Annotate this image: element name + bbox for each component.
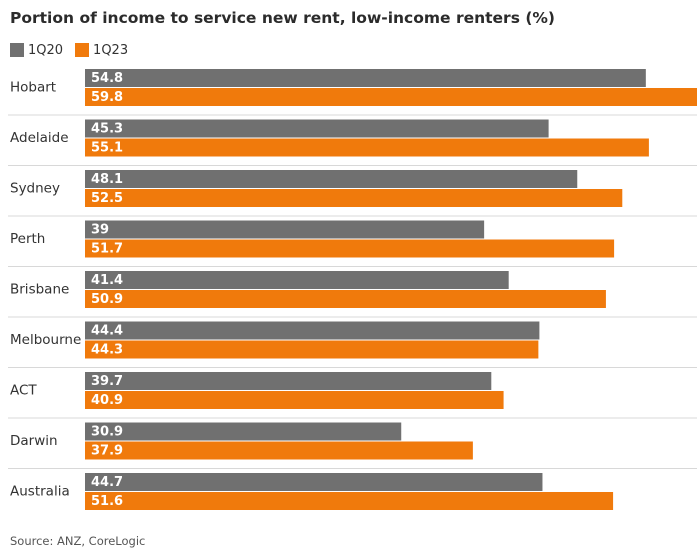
bar-act-1q20 bbox=[85, 372, 492, 390]
bar-perth-1q23 bbox=[85, 239, 615, 258]
bar-brisbane-1q20 bbox=[85, 271, 509, 289]
legend-label-1q23: 1Q23 bbox=[93, 42, 129, 58]
data-label-melbourne-1q20: 44.4 bbox=[91, 324, 123, 339]
bar-sydney-1q23 bbox=[85, 189, 623, 207]
legend: 1Q20 1Q23 bbox=[10, 42, 140, 58]
data-label-darwin-1q20: 30.9 bbox=[91, 425, 123, 440]
category-label-darwin: Darwin bbox=[10, 433, 58, 449]
bar-hobart-1q20 bbox=[85, 69, 646, 87]
bar-australia-1q23 bbox=[85, 492, 614, 510]
category-label-adelaide: Adelaide bbox=[10, 130, 69, 146]
source-note: Source: ANZ, CoreLogic bbox=[10, 534, 146, 548]
data-label-perth-1q20: 39 bbox=[91, 223, 109, 238]
data-label-perth-1q23: 51.7 bbox=[91, 242, 123, 257]
data-label-australia-1q20: 44.7 bbox=[91, 475, 123, 490]
category-label-act: ACT bbox=[10, 383, 37, 399]
data-label-darwin-1q23: 37.9 bbox=[91, 444, 123, 459]
legend-swatch-1q23 bbox=[75, 43, 90, 57]
legend-swatch-1q20 bbox=[10, 43, 24, 57]
bar-melbourne-1q20 bbox=[85, 321, 540, 340]
bar-adelaide-1q20 bbox=[85, 119, 549, 138]
data-label-adelaide-1q20: 45.3 bbox=[91, 122, 123, 137]
data-label-brisbane-1q20: 41.4 bbox=[91, 273, 123, 288]
category-label-hobart: Hobart bbox=[10, 80, 56, 96]
data-label-hobart-1q20: 54.8 bbox=[91, 71, 123, 86]
legend-item-1q23: 1Q23 bbox=[75, 43, 128, 58]
data-label-adelaide-1q23: 55.1 bbox=[91, 141, 123, 156]
bar-act-1q23 bbox=[85, 391, 504, 409]
category-label-perth: Perth bbox=[10, 231, 45, 247]
bar-brisbane-1q23 bbox=[85, 290, 606, 308]
legend-label-1q20: 1Q20 bbox=[28, 42, 64, 58]
category-label-melbourne: Melbourne bbox=[10, 332, 81, 348]
legend-item-1q20: 1Q20 bbox=[10, 43, 63, 58]
bar-hobart-1q23 bbox=[85, 88, 697, 106]
data-label-sydney-1q20: 48.1 bbox=[91, 172, 123, 187]
bar-australia-1q20 bbox=[85, 473, 543, 491]
data-label-australia-1q23: 51.6 bbox=[91, 494, 123, 509]
bar-darwin-1q23 bbox=[85, 441, 473, 460]
bar-sydney-1q20 bbox=[85, 170, 578, 188]
bar-adelaide-1q23 bbox=[85, 138, 649, 157]
data-label-brisbane-1q23: 50.9 bbox=[91, 292, 123, 307]
bar-darwin-1q20 bbox=[85, 422, 402, 441]
data-label-sydney-1q23: 52.5 bbox=[91, 191, 123, 206]
bar-melbourne-1q23 bbox=[85, 340, 539, 359]
chart-title: Portion of income to service new rent, l… bbox=[10, 9, 556, 27]
bar-perth-1q20 bbox=[85, 220, 485, 239]
bar-plot: Hobart 54.8 59.8 Adelaide 45.3 55.1 Sydney 48.1… bbox=[8, 69, 697, 510]
data-label-act-1q20: 39.7 bbox=[91, 374, 123, 389]
category-label-sydney: Sydney bbox=[10, 181, 60, 197]
category-label-australia: Australia bbox=[10, 484, 70, 500]
data-label-melbourne-1q23: 44.3 bbox=[91, 343, 123, 358]
data-label-hobart-1q23: 59.8 bbox=[91, 90, 123, 105]
category-label-brisbane: Brisbane bbox=[10, 282, 69, 298]
data-label-act-1q23: 40.9 bbox=[91, 393, 123, 408]
